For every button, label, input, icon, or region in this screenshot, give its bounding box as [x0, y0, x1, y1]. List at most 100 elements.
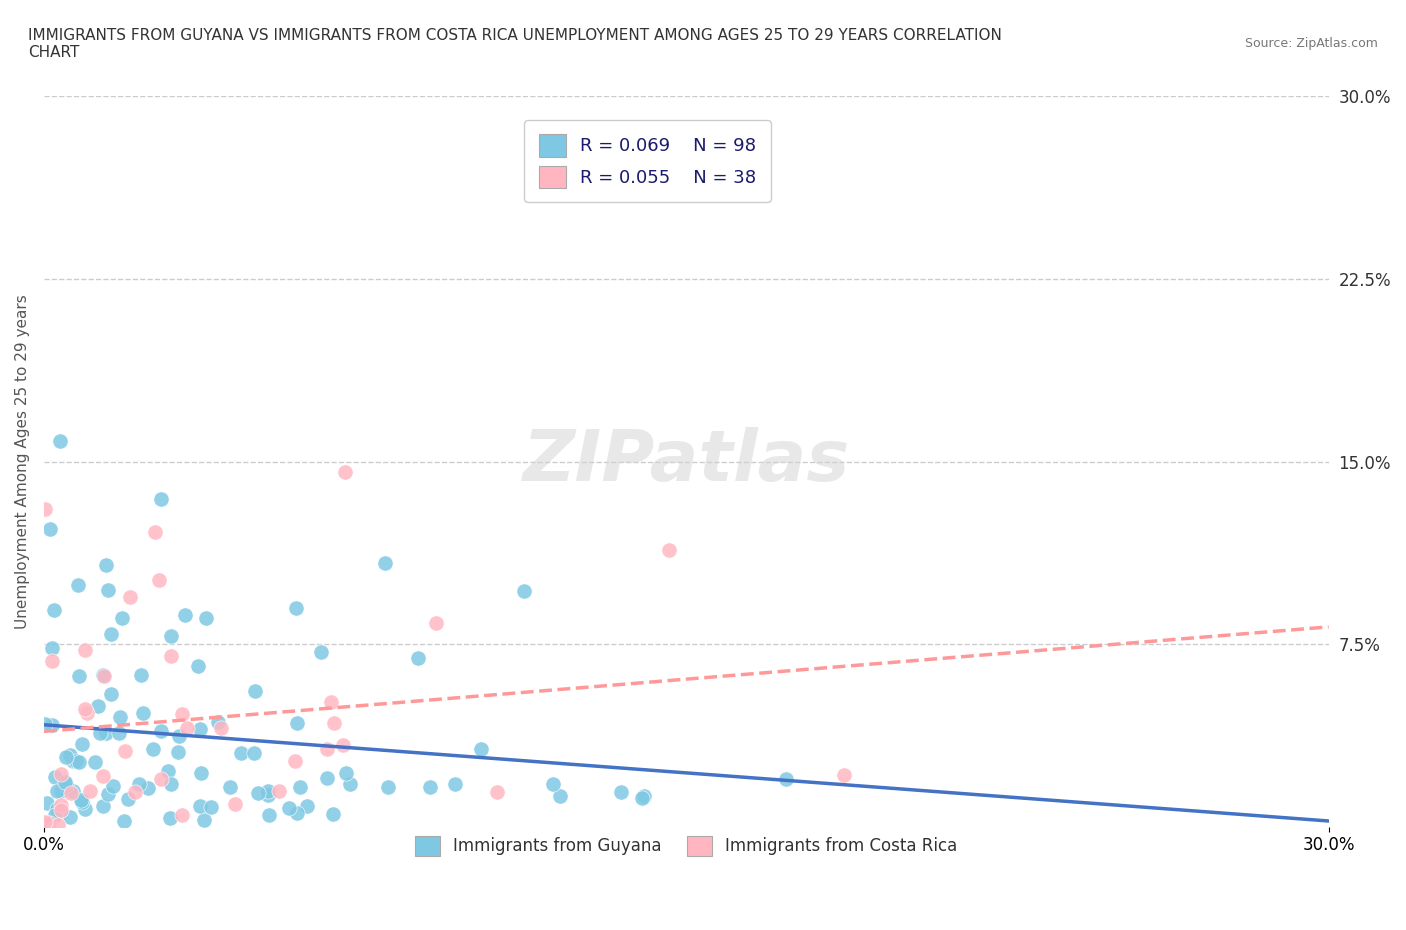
Point [775, 771, 797, 786]
Point [167, 744, 190, 759]
Point [285, 600, 308, 615]
Point [37, 795, 59, 810]
Point [285, 805, 308, 820]
Point [149, 772, 172, 787]
Point [128, 777, 150, 791]
Point [339, 777, 361, 791]
Point [297, 798, 319, 813]
Point [143, 525, 166, 539]
Point [111, 611, 134, 626]
Point [277, 801, 299, 816]
Point [209, 721, 232, 736]
Point [59, 748, 82, 763]
Point [156, 764, 179, 778]
Point [93, 669, 115, 684]
Point [44, 770, 66, 785]
Point [70, 792, 93, 807]
Point [149, 491, 172, 506]
Point [207, 714, 229, 729]
Point [190, 765, 212, 780]
Point [543, 777, 565, 791]
Point [65, 753, 87, 768]
Point [419, 779, 441, 794]
Point [285, 715, 308, 730]
Point [79, 783, 101, 798]
Point [46, 802, 69, 817]
Point [132, 705, 155, 720]
Point [91, 798, 114, 813]
Point [148, 573, 170, 588]
Point [224, 796, 246, 811]
Point [120, 590, 142, 604]
Point [101, 778, 124, 793]
Point [176, 721, 198, 736]
Point [94, 725, 117, 740]
Point [633, 789, 655, 804]
Point [377, 779, 399, 794]
Point [159, 777, 181, 791]
Point [114, 743, 136, 758]
Point [142, 741, 165, 756]
Point [117, 791, 139, 806]
Point [87, 699, 110, 714]
Point [513, 584, 536, 599]
Point [160, 629, 183, 644]
Point [315, 742, 337, 757]
Point [316, 771, 339, 786]
Point [91, 668, 114, 683]
Point [49, 434, 72, 449]
Point [188, 722, 211, 737]
Point [444, 777, 467, 791]
Point [200, 799, 222, 814]
Point [631, 791, 654, 806]
Point [100, 627, 122, 642]
Point [55, 777, 77, 792]
Point [34, 501, 56, 516]
Point [70, 737, 93, 751]
Point [46, 817, 69, 832]
Point [335, 465, 357, 480]
Text: IMMIGRANTS FROM GUYANA VS IMMIGRANTS FROM COSTA RICA UNEMPLOYMENT AMONG AGES 25 : IMMIGRANTS FROM GUYANA VS IMMIGRANTS FRO… [28, 28, 1002, 60]
Point [34, 815, 56, 830]
Point [55, 750, 77, 764]
Point [231, 745, 253, 760]
Point [41, 718, 63, 733]
Point [193, 812, 215, 827]
Point [53, 774, 76, 789]
Legend: Immigrants from Guyana, Immigrants from Costa Rica: Immigrants from Guyana, Immigrants from … [402, 822, 970, 870]
Point [425, 616, 447, 631]
Point [73, 701, 96, 716]
Point [73, 802, 96, 817]
Point [67, 578, 90, 592]
Point [59, 810, 82, 825]
Point [62, 753, 84, 768]
Point [51, 783, 73, 798]
Point [97, 787, 120, 802]
Point [73, 643, 96, 658]
Point [108, 725, 131, 740]
Point [832, 767, 855, 782]
Point [332, 738, 354, 753]
Point [136, 780, 159, 795]
Point [62, 784, 84, 799]
Point [610, 785, 633, 800]
Point [259, 807, 281, 822]
Point [51, 803, 73, 817]
Point [129, 668, 152, 683]
Point [46, 784, 69, 799]
Point [243, 684, 266, 698]
Point [485, 784, 508, 799]
Point [59, 785, 82, 800]
Point [76, 706, 98, 721]
Point [100, 686, 122, 701]
Point [160, 648, 183, 663]
Text: Source: ZipAtlas.com: Source: ZipAtlas.com [1244, 37, 1378, 50]
Point [159, 811, 181, 826]
Point [41, 640, 63, 655]
Point [67, 754, 90, 769]
Point [658, 542, 681, 557]
Point [169, 729, 191, 744]
Point [67, 669, 90, 684]
Point [335, 765, 357, 780]
Point [49, 798, 72, 813]
